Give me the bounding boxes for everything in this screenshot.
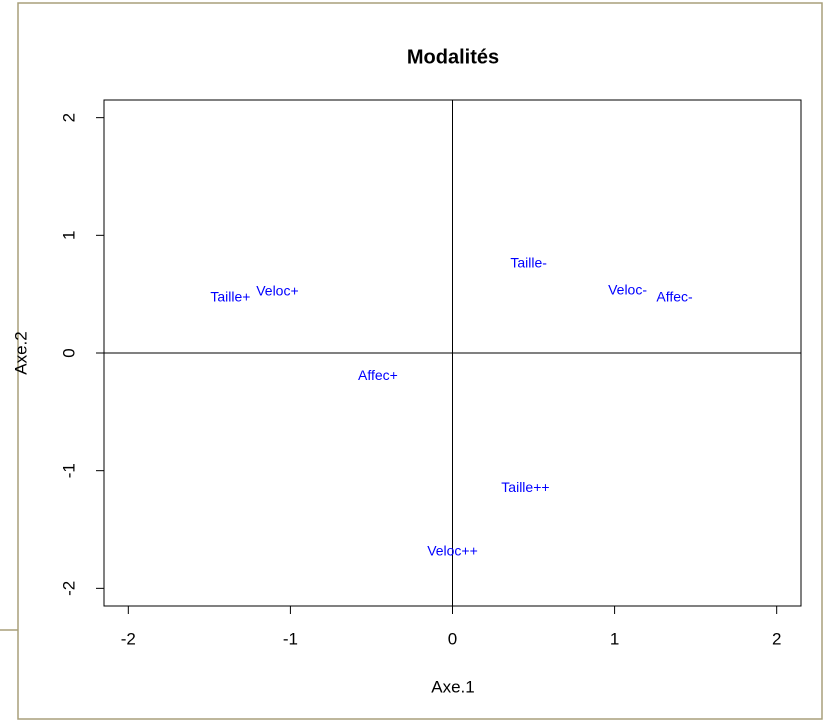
frame bbox=[17, 2, 823, 720]
y-tick-label: -2 bbox=[59, 581, 78, 596]
x-tick-label: 1 bbox=[610, 629, 619, 648]
y-tick-label: 0 bbox=[59, 348, 78, 357]
point-label: Taille+ bbox=[210, 288, 250, 304]
y-tick-label: 1 bbox=[59, 231, 78, 240]
point-label: Veloc++ bbox=[427, 543, 478, 559]
point-label: Affec+ bbox=[358, 367, 398, 383]
chart-title: Modalités bbox=[407, 46, 499, 68]
x-axis-label: Axe.1 bbox=[431, 677, 474, 696]
point-label: Affec- bbox=[656, 288, 693, 304]
point-label: Taille- bbox=[510, 254, 547, 270]
point-label: Veloc+ bbox=[256, 283, 298, 299]
y-tick-label: 2 bbox=[59, 113, 78, 122]
x-tick-label: 2 bbox=[772, 629, 781, 648]
point-label: Taille++ bbox=[501, 479, 549, 495]
x-tick-label: 0 bbox=[448, 629, 457, 648]
x-tick-label: -2 bbox=[121, 629, 136, 648]
y-axis-label: Axe.2 bbox=[11, 331, 30, 374]
x-tick-label: -1 bbox=[283, 629, 298, 648]
point-label: Veloc- bbox=[608, 281, 647, 297]
y-tick-label: -1 bbox=[59, 463, 78, 478]
